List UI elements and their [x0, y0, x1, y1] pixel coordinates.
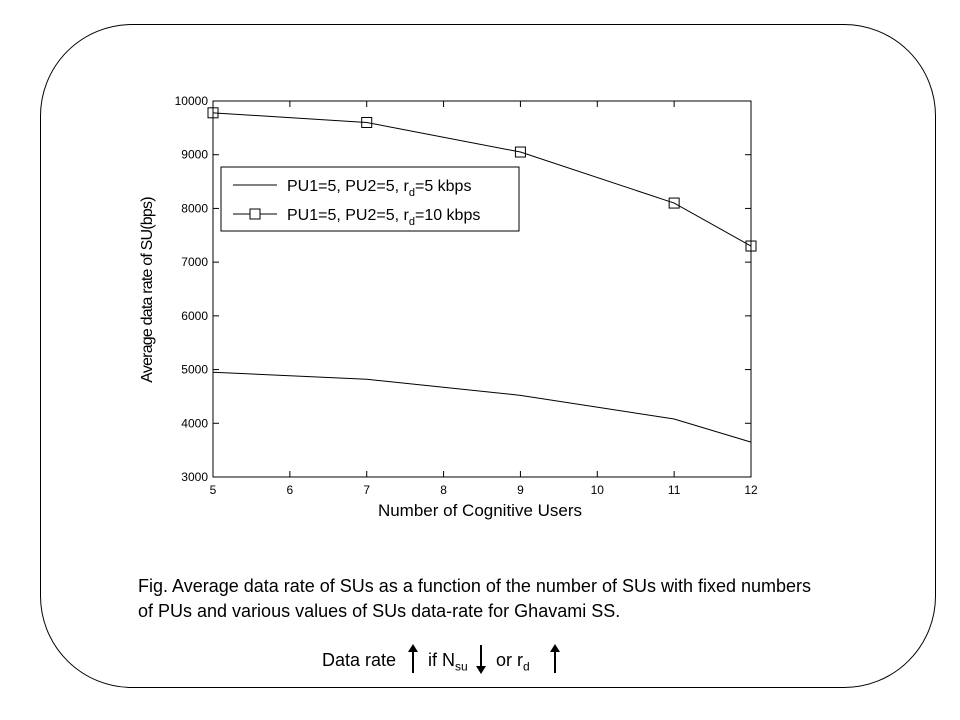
- x-tick-label: 9: [517, 483, 524, 497]
- legend-label-1: PU1=5, PU2=5, rd=5 kbps: [287, 178, 471, 199]
- line-chart: 5 6 7 8 9 10 11 12 3000 4000 5000 6000 7000 8000 9000 1…: [139, 94, 758, 520]
- y-tick-label: 10000: [175, 94, 209, 108]
- arrow-down-icon: [476, 645, 486, 674]
- x-tick-label: 12: [744, 483, 758, 497]
- y-tick-label: 6000: [181, 309, 208, 323]
- y-tick-label: 8000: [181, 201, 208, 215]
- x-tick-label: 8: [440, 483, 447, 497]
- series-marker-2: [668, 197, 680, 209]
- legend-label-2: PU1=5, PU2=5, rd=10 kbps: [287, 207, 480, 228]
- y-tick-label: 3000: [181, 470, 208, 484]
- series-line-1: [212, 371, 752, 443]
- if-nsu-text: if Nsu: [428, 650, 468, 674]
- series-marker-2: [745, 240, 757, 252]
- legend-marker-2: [249, 208, 261, 220]
- series-marker-2: [361, 116, 373, 128]
- series-marker-2: [514, 146, 526, 158]
- y-tick-label: 9000: [181, 148, 208, 162]
- x-tick-label: 10: [591, 483, 605, 497]
- x-tick-label: 11: [668, 483, 681, 497]
- figure-caption: Fig. Average data rate of SUs as a funct…: [138, 576, 812, 621]
- y-axis-label: Average data rate of SU(bps): [139, 197, 156, 383]
- x-tick-label: 6: [287, 483, 294, 497]
- arrow-up-icon: [408, 644, 418, 673]
- data-rate-text: Data rate: [322, 650, 397, 670]
- series-line-2: [212, 112, 752, 247]
- x-tick-label: 7: [363, 483, 370, 497]
- y-tick-label: 4000: [181, 416, 208, 430]
- arrow-up-icon: [550, 644, 560, 673]
- plot-box: [212, 100, 752, 478]
- legend-box: [220, 166, 520, 232]
- chart-ticks: 5 6 7 8 9 10 11 12 3000 4000 5000 6000 7000 8000 9000 1…: [175, 94, 758, 497]
- chart-axes: [212, 100, 752, 478]
- x-axis-label: Number of Cognitive Users: [378, 501, 582, 520]
- rounded-frame: [40, 24, 936, 688]
- y-tick-label: 7000: [181, 255, 208, 269]
- x-tick-label: 5: [210, 483, 217, 497]
- or-rd-text: or rd: [496, 650, 530, 674]
- series-marker-2: [207, 107, 219, 119]
- chart-series: [207, 107, 757, 443]
- y-tick-label: 5000: [181, 363, 208, 377]
- chart-legend: PU1=5, PU2=5, rd=5 kbps PU1=5, PU2=5, rd=…: [220, 166, 520, 232]
